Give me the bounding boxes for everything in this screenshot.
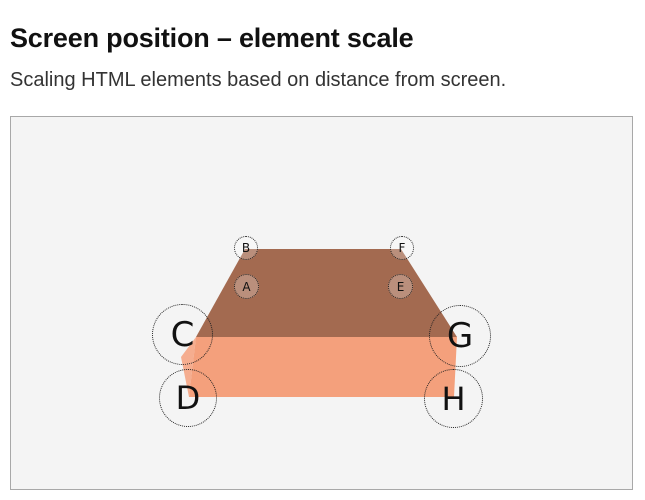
vertex-label-g: G xyxy=(446,316,474,356)
vertex-marker-a[interactable]: A xyxy=(234,274,259,299)
vertex-marker-b[interactable]: B xyxy=(234,236,258,260)
vertex-label-f: F xyxy=(398,241,406,255)
vertex-marker-g[interactable]: G xyxy=(429,305,491,367)
vertex-marker-h[interactable]: H xyxy=(424,369,483,428)
page-subtitle: Scaling HTML elements based on distance … xyxy=(10,69,507,91)
vertex-label-d: D xyxy=(175,379,201,417)
vertex-marker-e[interactable]: E xyxy=(388,274,413,299)
vertex-marker-d[interactable]: D xyxy=(159,369,217,427)
vertex-marker-f[interactable]: F xyxy=(390,236,414,260)
vertex-marker-c[interactable]: C xyxy=(152,304,213,365)
box-scene xyxy=(181,249,457,397)
vertex-label-a: A xyxy=(242,279,251,294)
page-title: Screen position – element scale xyxy=(10,23,414,53)
vertex-label-b: B xyxy=(241,241,251,255)
box-top-face xyxy=(196,249,457,337)
demo-viewport[interactable]: B A F E C D G H xyxy=(10,116,633,490)
box-front-face xyxy=(189,337,457,397)
vertex-label-c: C xyxy=(170,314,195,355)
vertex-label-e: E xyxy=(396,279,405,294)
vertex-label-h: H xyxy=(441,379,466,418)
